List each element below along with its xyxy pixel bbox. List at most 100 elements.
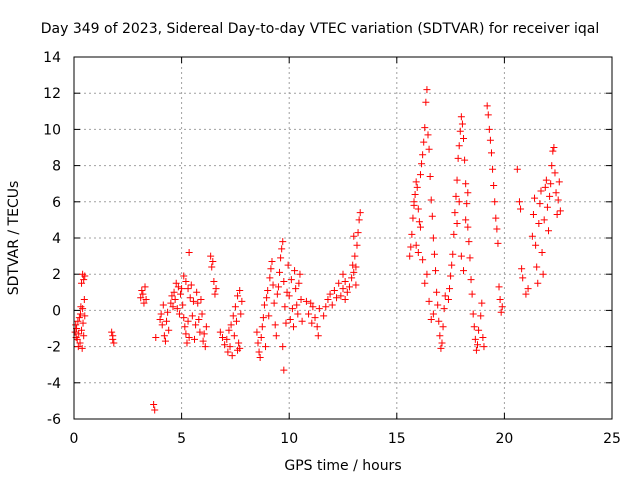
data-point: [224, 348, 232, 356]
data-point: [138, 286, 146, 294]
data-point: [491, 198, 499, 206]
data-point: [475, 326, 483, 334]
data-point: [193, 288, 201, 296]
x-tick-label: 10: [280, 431, 298, 447]
data-point: [79, 305, 87, 313]
chart-title: Day 349 of 2023, Sidereal Day-to-day VTE…: [41, 21, 599, 37]
data-point: [454, 154, 462, 162]
data-point: [341, 277, 349, 285]
data-point: [463, 200, 471, 208]
data-point: [80, 332, 88, 340]
data-point: [351, 252, 359, 260]
data-point: [324, 296, 332, 304]
data-point: [296, 270, 304, 278]
data-point: [440, 305, 448, 313]
data-point: [426, 172, 434, 180]
data-point: [152, 334, 160, 342]
data-point: [352, 281, 360, 289]
data-point: [414, 248, 422, 256]
data-point: [484, 111, 492, 119]
data-point: [409, 214, 417, 222]
data-point: [429, 310, 437, 318]
data-point: [257, 334, 265, 342]
data-point: [173, 305, 181, 313]
data-point: [449, 250, 457, 258]
data-point: [309, 303, 317, 311]
data-point: [184, 285, 192, 293]
data-point: [158, 321, 166, 329]
data-point: [216, 328, 224, 336]
data-point: [457, 113, 465, 121]
data-point: [355, 216, 363, 224]
data-point: [352, 263, 360, 271]
data-point: [497, 308, 505, 316]
data-point: [465, 238, 473, 246]
data-point: [542, 176, 550, 184]
data-point: [467, 276, 475, 284]
data-point: [450, 230, 458, 238]
data-point: [413, 183, 421, 191]
data-point: [284, 261, 292, 269]
data-point: [460, 134, 468, 142]
data-point: [188, 312, 196, 320]
data-point: [151, 406, 159, 414]
data-point: [150, 401, 158, 409]
y-tick-label: -6: [47, 412, 61, 428]
data-point: [483, 102, 491, 110]
data-point: [457, 252, 465, 260]
data-point: [186, 294, 194, 302]
data-point: [535, 220, 543, 228]
data-point: [439, 323, 447, 331]
data-point: [471, 335, 479, 343]
data-point: [225, 326, 233, 334]
data-point: [496, 296, 504, 304]
x-tick-label: 15: [388, 431, 406, 447]
data-point: [281, 303, 289, 311]
data-point: [290, 323, 298, 331]
data-point: [550, 144, 558, 151]
data-point: [446, 285, 454, 293]
data-point: [199, 337, 207, 345]
axis-ticks: 0 5 10 15 20 25 -6 -4 -2 0 2 4 6 8 10 12 14: [43, 50, 621, 447]
data-point: [268, 258, 276, 266]
data-point: [339, 285, 347, 293]
data-point: [255, 348, 263, 356]
data-point: [280, 277, 288, 285]
data-point: [231, 303, 239, 311]
data-point: [209, 258, 217, 266]
data-point: [236, 286, 244, 294]
data-point: [230, 332, 238, 340]
data-point: [163, 317, 171, 325]
y-tick-label: -4: [47, 376, 61, 392]
data-point: [330, 286, 338, 294]
data-point: [232, 317, 240, 325]
data-point: [238, 297, 246, 305]
data-point: [314, 332, 322, 340]
data-point: [464, 189, 472, 197]
data-point: [513, 165, 521, 173]
data-point: [522, 290, 530, 298]
data-point: [455, 198, 463, 206]
data-point: [258, 323, 266, 331]
data-point: [420, 138, 428, 146]
data-point: [337, 292, 345, 300]
data-point: [189, 297, 197, 305]
data-point: [339, 270, 347, 278]
data-point: [294, 310, 302, 318]
data-point: [486, 136, 494, 144]
data-point: [221, 341, 229, 349]
data-point: [229, 312, 237, 320]
data-point: [419, 256, 427, 264]
data-point: [333, 294, 341, 302]
data-point: [78, 279, 86, 287]
data-point: [464, 223, 472, 231]
data-point: [468, 290, 476, 298]
data-point: [436, 332, 444, 340]
data-point: [272, 332, 280, 340]
data-point: [297, 296, 305, 304]
data-point: [181, 323, 189, 331]
data-point: [534, 279, 542, 287]
data-point: [335, 279, 343, 287]
data-point: [259, 314, 267, 322]
data-point: [528, 232, 536, 240]
